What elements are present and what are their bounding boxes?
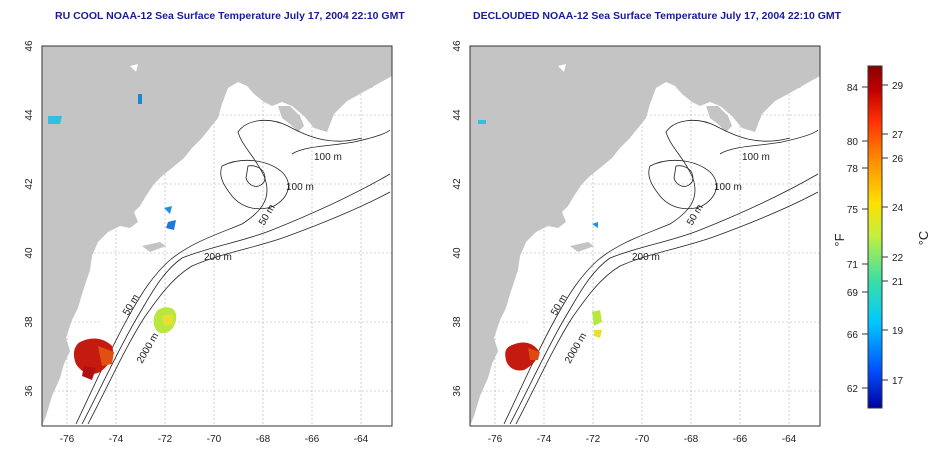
fahrenheit-tick: 75 [847,205,859,216]
fahrenheit-tick: 69 [847,288,859,299]
celsius-tick: 19 [892,326,904,337]
right-map-panel: 100 m 100 m 50 m 200 m 50 m 2000 m [469,45,821,427]
lat-tick: 42 [24,178,35,190]
celsius-tick: 22 [892,253,904,264]
left-map-panel: 100 m 100 m 50 m 200 m 50 m 2000 m [41,45,393,427]
contour-label: 100 m [286,182,314,193]
lon-tick: -64 [354,434,369,445]
lat-tick: 42 [452,178,463,190]
lat-tick: 44 [24,109,35,121]
lon-tick: -74 [537,434,552,445]
fahrenheit-tick: 71 [847,260,859,271]
lon-tick: -72 [586,434,601,445]
contour-label: 100 m [714,182,742,193]
lat-tick: 40 [24,247,35,259]
lat-tick: 46 [24,40,35,52]
lon-tick: -76 [60,434,75,445]
lon-tick: -70 [207,434,222,445]
lon-tick: -70 [635,434,650,445]
contour-label: 200 m [632,252,660,263]
lon-tick: -74 [109,434,124,445]
contour-label: 100 m [742,152,770,163]
fahrenheit-unit-label: °F [832,233,847,246]
contour-label: 100 m [314,152,342,163]
lat-tick: 40 [452,247,463,259]
celsius-unit-label: °C [916,231,931,246]
right-axes: -76 -74 -72 -70 -68 -66 -64 46 44 42 40 … [452,40,797,445]
sst-data-patches [48,94,177,380]
lon-tick: -76 [488,434,503,445]
celsius-tick: 29 [892,81,904,92]
lat-tick: 46 [452,40,463,52]
lon-tick: -66 [733,434,748,445]
temperature-colorbar: 84 80 78 75 71 69 66 62 29 27 26 24 [832,65,931,409]
sst-data-patches [478,120,602,371]
fahrenheit-tick: 84 [847,83,859,94]
lon-tick: -68 [256,434,271,445]
colorbar-gradient [867,65,883,409]
left-axes: -76 -74 -72 -70 -68 -66 -64 46 44 42 40 … [24,40,369,445]
fahrenheit-tick: 78 [847,164,859,175]
lat-tick: 38 [24,316,35,328]
lat-tick: 38 [452,316,463,328]
celsius-tick: 24 [892,203,904,214]
lat-tick: 36 [452,385,463,397]
right-panel-title: DECLOUDED NOAA-12 Sea Surface Temperatur… [473,10,842,22]
celsius-tick: 21 [892,277,904,288]
celsius-tick: 17 [892,376,904,387]
lat-tick: 44 [452,109,463,121]
celsius-tick: 27 [892,130,904,141]
fahrenheit-tick: 62 [847,384,859,395]
lon-tick: -64 [782,434,797,445]
lon-tick: -66 [305,434,320,445]
lon-tick: -72 [158,434,173,445]
celsius-tick: 26 [892,154,904,165]
lat-tick: 36 [24,385,35,397]
fahrenheit-tick: 66 [847,330,859,341]
left-panel-title: RU COOL NOAA-12 Sea Surface Temperature … [55,10,405,22]
contour-label: 200 m [204,252,232,263]
fahrenheit-tick: 80 [847,137,859,148]
lon-tick: -68 [684,434,699,445]
